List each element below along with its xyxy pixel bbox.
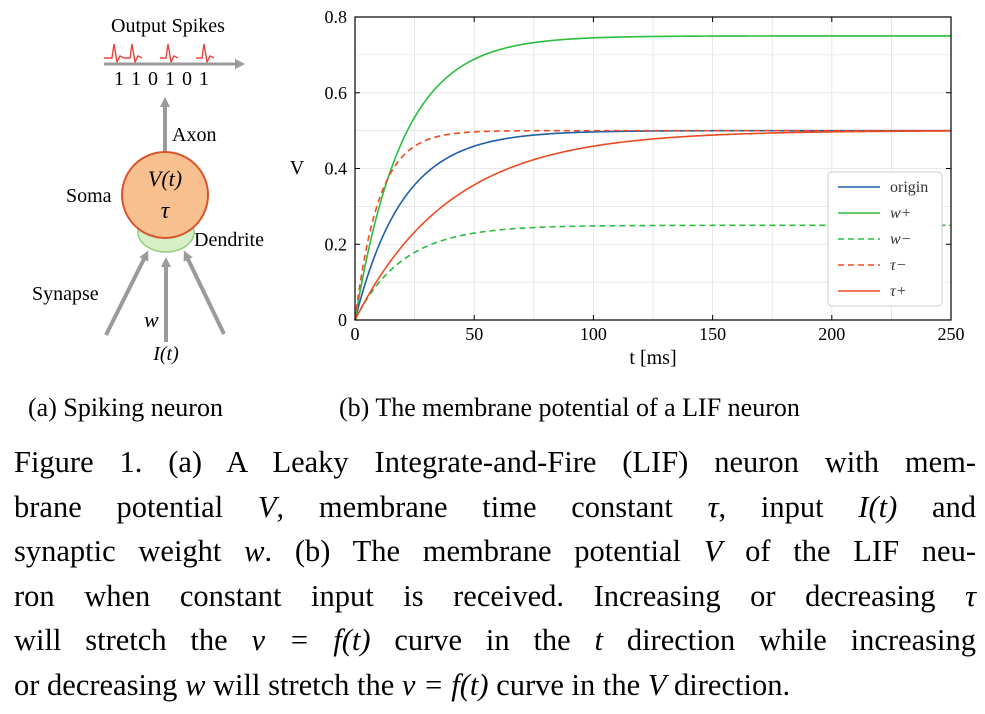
axon-label: Axon — [172, 124, 216, 146]
x-tick-label: 200 — [818, 324, 845, 344]
figure-caption: Figure 1. (a) A Leaky Integrate-and-Fire… — [14, 440, 976, 707]
caption-line-5: will stretch the v = f(t) curve in the t… — [14, 623, 976, 657]
spike-icon — [160, 43, 179, 65]
caption-line-2: brane potential V, membrane time constan… — [14, 489, 976, 524]
series-line — [354, 129, 951, 321]
subcaption-a: (a) Spiking neuron — [28, 393, 223, 422]
soma-tau-label: τ — [161, 198, 171, 224]
y-tick-label: 0.2 — [325, 234, 348, 254]
series-line — [354, 130, 952, 321]
x-tick-label: 250 — [938, 324, 965, 344]
synapse-label: Synapse — [32, 283, 99, 305]
weight-label: w — [144, 307, 159, 332]
legend-label: τ− — [890, 257, 907, 274]
legend: origin w+ w− τ− τ+ — [827, 171, 943, 307]
y-axis-label: V — [290, 157, 305, 179]
soma-circle — [121, 151, 209, 239]
synapse-arrow-right — [183, 250, 226, 335]
tick-labels: 0 50 100 150 200 250 0 0.2 0.4 0.6 0.8 — [325, 7, 965, 344]
spike-icons — [104, 43, 215, 65]
spike-icon — [124, 43, 143, 65]
dendrite-label: Dendrite — [194, 229, 264, 251]
x-axis-label: t [ms] — [629, 347, 676, 369]
x-tick-label: 150 — [699, 324, 726, 344]
membrane-potential-chart: 0 50 100 150 200 250 0 0.2 0.4 0.6 0.8 t [ms] V or… — [290, 7, 965, 369]
subcaption-b: (b) The membrane potential of a LIF neur… — [339, 393, 800, 422]
synapse-arrow-left — [104, 250, 149, 336]
legend-label: origin — [890, 179, 928, 196]
x-tick-label: 100 — [580, 324, 607, 344]
caption-line-6: or decreasing w will stretch the v = f(t… — [14, 667, 791, 702]
spike-icon — [104, 43, 125, 65]
y-tick-label: 0 — [338, 310, 347, 330]
neuron-diagram: Output Spikes 1 1 0 1 0 1 Axon V(t) τ So… — [32, 15, 264, 365]
output-spikes-label: Output Spikes — [111, 15, 225, 37]
legend-label: w− — [890, 231, 911, 248]
soma-potential-label: V(t) — [148, 166, 182, 191]
grid-lines — [354, 16, 952, 321]
input-label: I(t) — [152, 343, 179, 365]
caption-line-1: Figure 1. (a) A Leaky Integrate-and-Fire… — [14, 445, 976, 479]
legend-label: τ+ — [890, 283, 907, 300]
caption-line-3: synaptic weight w. (b) The membrane pote… — [14, 534, 976, 568]
y-tick-label: 0.4 — [325, 159, 348, 179]
legend-label: w+ — [890, 205, 911, 222]
spike-icon — [196, 43, 215, 65]
x-tick-label: 0 — [351, 324, 360, 344]
series-line — [354, 35, 951, 321]
series-line — [354, 129, 951, 321]
x-tick-label: 50 — [465, 324, 483, 344]
y-tick-label: 0.6 — [325, 83, 348, 103]
legend-box — [827, 171, 943, 307]
y-tick-label: 0.8 — [325, 7, 348, 27]
spike-train-bits: 1 1 0 1 0 1 — [114, 68, 210, 90]
caption-line-4: ron when constant input is received. Inc… — [14, 578, 976, 613]
soma-label: Soma — [66, 185, 112, 207]
